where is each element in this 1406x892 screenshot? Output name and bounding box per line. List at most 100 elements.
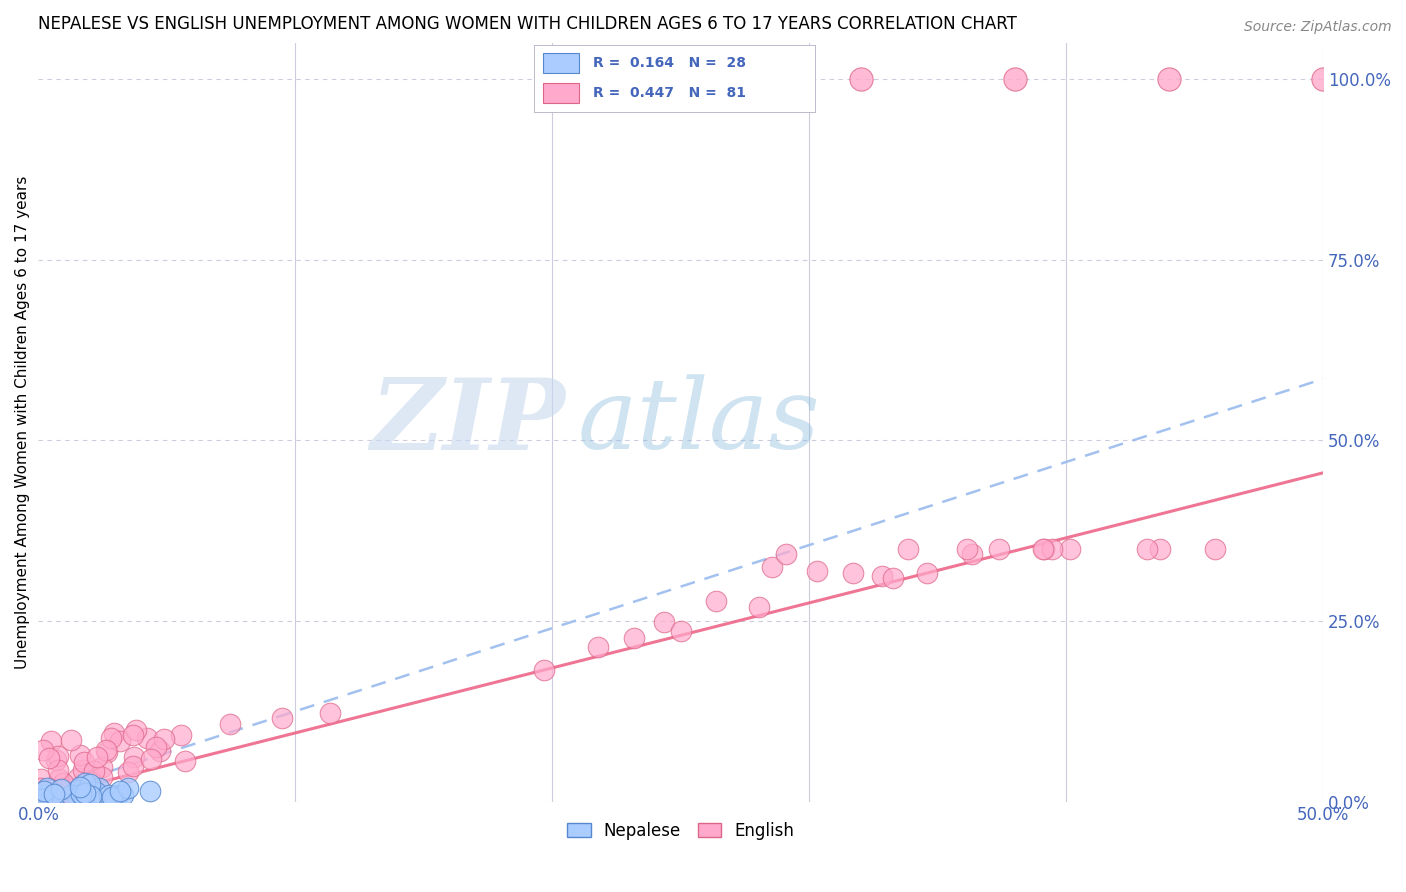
- Point: [60, 789, 83, 803]
- Point: [704, 594, 727, 608]
- Point: [96, 745, 118, 759]
- Point: [59, 733, 82, 747]
- Y-axis label: Unemployment Among Women with Children Ages 6 to 17 years: Unemployment Among Women with Children A…: [15, 176, 30, 669]
- Point: [121, 728, 143, 742]
- Point: [72, 763, 94, 777]
- Point: [1136, 541, 1159, 556]
- Point: [897, 541, 920, 556]
- Point: [271, 711, 294, 725]
- Point: [48, 772, 70, 786]
- Point: [75, 786, 97, 800]
- Point: [100, 731, 122, 745]
- Point: [122, 750, 145, 764]
- Point: [139, 752, 162, 766]
- Point: [882, 571, 904, 585]
- Point: [108, 784, 131, 798]
- Point: [80, 768, 103, 782]
- Point: [69, 780, 91, 794]
- Point: [79, 789, 101, 804]
- Point: [46, 788, 69, 802]
- Point: [32, 783, 55, 797]
- Point: [30, 772, 52, 787]
- Point: [53, 788, 76, 802]
- Point: [149, 744, 172, 758]
- Point: [91, 760, 114, 774]
- Point: [1059, 541, 1081, 556]
- Point: [42, 787, 65, 801]
- Point: [84, 785, 107, 799]
- Text: R =  0.447   N =  81: R = 0.447 N = 81: [593, 87, 747, 101]
- Point: [51, 782, 73, 797]
- Point: [94, 743, 117, 757]
- Point: [122, 759, 145, 773]
- Point: [117, 764, 139, 779]
- Point: [1204, 541, 1226, 556]
- Text: NEPALESE VS ENGLISH UNEMPLOYMENT AMONG WOMEN WITH CHILDREN AGES 6 TO 17 YEARS CO: NEPALESE VS ENGLISH UNEMPLOYMENT AMONG W…: [38, 15, 1017, 33]
- Point: [108, 734, 131, 748]
- Point: [70, 777, 93, 791]
- Point: [139, 784, 162, 798]
- Point: [652, 615, 675, 629]
- Point: [73, 756, 96, 770]
- Point: [69, 784, 91, 798]
- Point: [46, 763, 69, 777]
- Point: [761, 560, 783, 574]
- Point: [775, 547, 797, 561]
- Point: [870, 569, 893, 583]
- Point: [97, 789, 120, 803]
- Point: [58, 780, 80, 795]
- Point: [107, 788, 129, 802]
- Point: [960, 547, 983, 561]
- Point: [136, 731, 159, 745]
- Point: [1312, 72, 1334, 87]
- Point: [41, 790, 63, 805]
- Point: [75, 776, 97, 790]
- Point: [44, 789, 66, 804]
- Point: [83, 764, 105, 779]
- Point: [87, 781, 110, 796]
- Point: [65, 789, 87, 804]
- Point: [173, 754, 195, 768]
- Point: [38, 750, 60, 764]
- Point: [533, 663, 555, 677]
- Point: [1032, 541, 1054, 556]
- Point: [69, 747, 91, 762]
- Point: [955, 541, 977, 556]
- Point: [145, 740, 167, 755]
- Point: [70, 788, 93, 802]
- Point: [152, 732, 174, 747]
- Point: [67, 771, 90, 785]
- Point: [125, 723, 148, 738]
- Text: Source: ZipAtlas.com: Source: ZipAtlas.com: [1244, 20, 1392, 34]
- Point: [219, 717, 242, 731]
- Point: [31, 743, 53, 757]
- Point: [31, 791, 53, 805]
- Point: [75, 776, 97, 790]
- Point: [117, 780, 139, 795]
- Text: R =  0.164   N =  28: R = 0.164 N = 28: [593, 55, 747, 70]
- Point: [37, 781, 59, 796]
- Point: [1040, 541, 1063, 556]
- Point: [84, 779, 107, 793]
- Point: [103, 791, 125, 805]
- Point: [39, 734, 62, 748]
- Point: [37, 788, 59, 802]
- Point: [849, 72, 872, 87]
- Point: [1004, 72, 1026, 87]
- Point: [1149, 541, 1171, 556]
- Point: [987, 541, 1010, 556]
- Point: [915, 566, 938, 580]
- Point: [1033, 541, 1056, 556]
- Point: [30, 780, 52, 795]
- Bar: [543, 53, 579, 73]
- Bar: [543, 84, 579, 103]
- Point: [80, 775, 103, 789]
- Point: [38, 783, 60, 797]
- Point: [49, 781, 72, 796]
- Point: [35, 788, 58, 802]
- Point: [319, 706, 342, 720]
- Point: [52, 776, 75, 790]
- Point: [841, 566, 863, 581]
- Point: [170, 728, 193, 742]
- Text: atlas: atlas: [578, 375, 821, 470]
